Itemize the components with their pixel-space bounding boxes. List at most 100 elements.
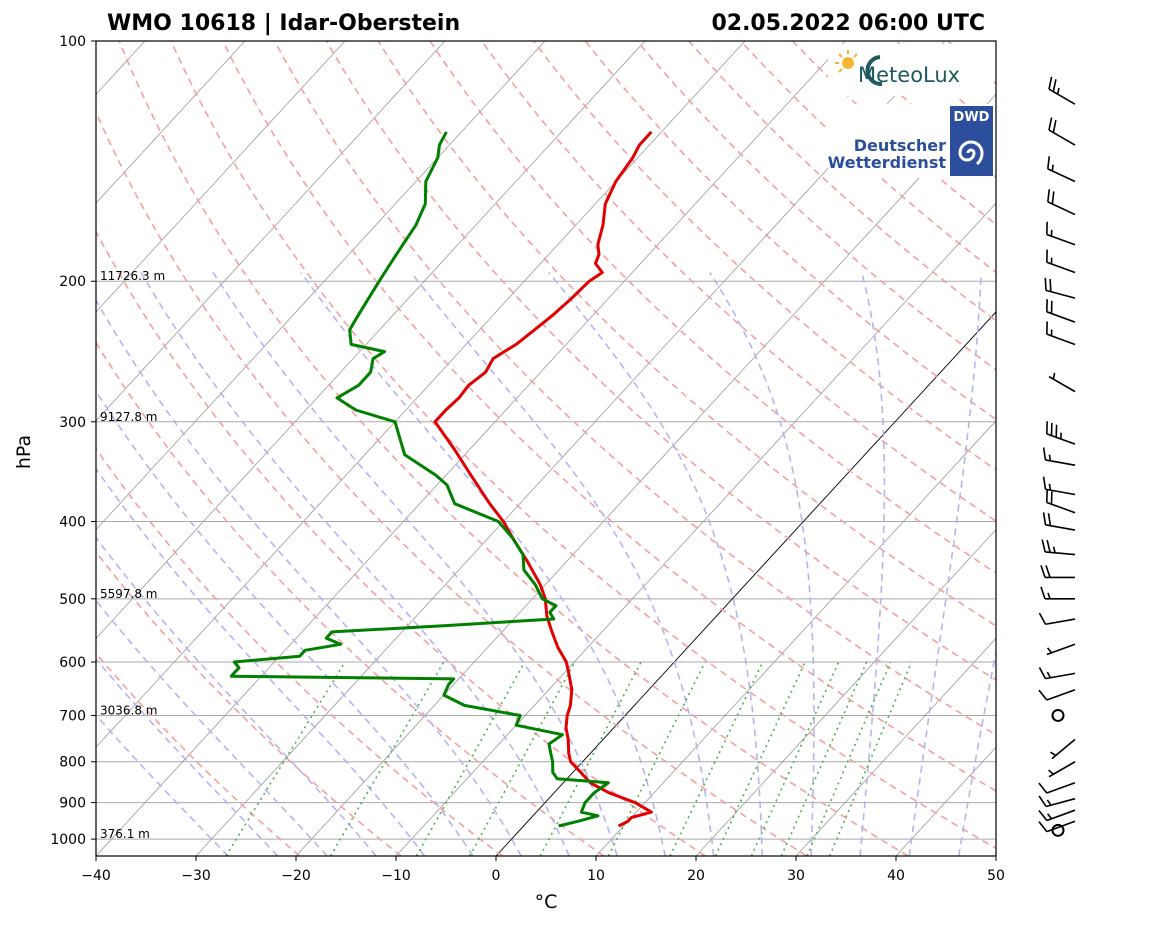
x-tick-label: −20 [281, 868, 311, 884]
wind-barb-feather [1047, 189, 1051, 202]
isotherm-line [195, 41, 946, 856]
dry-adiabat-line [96, 447, 503, 856]
dry-adiabat-line [1000, 41, 1160, 856]
isotherm-line [995, 855, 996, 856]
wind-barb-feather [1040, 565, 1046, 578]
dry-adiabat-line [429, 41, 996, 575]
wind-barb [1038, 667, 1076, 680]
wind-barb-feather [1048, 76, 1053, 90]
moist-adiabat-line [96, 467, 426, 856]
wind-barb-staff [1046, 433, 1076, 445]
dry-adiabat-line [96, 110, 808, 856]
wind-barb-half-feather [1047, 592, 1051, 600]
wind-barb-feather [1040, 586, 1046, 600]
moist-adiabat-line [859, 272, 886, 856]
wind-barb-feather [1051, 191, 1055, 205]
dry-adiabat-line [273, 41, 996, 736]
wind-barb-staff [1045, 488, 1076, 496]
wind-barb-half-feather [1046, 647, 1053, 654]
mixing-ratio-line [828, 661, 913, 856]
y-tick-label: 500 [59, 592, 86, 608]
dry-adiabat-line [170, 41, 996, 850]
wind-barb-feather [1038, 795, 1047, 807]
height-label: 376.1 m [100, 827, 150, 841]
meteolux-logo: MeteoLux [835, 50, 960, 87]
wind-barb-feather [1038, 667, 1047, 679]
wind-barb [1038, 809, 1076, 822]
y-axis: 100 200 300 400 500 600 700 800 900 1000 [50, 34, 96, 848]
sounding-profiles [229, 130, 653, 828]
moist-adiabat-line [958, 648, 996, 856]
wind-barb [1050, 738, 1076, 760]
dry-adiabat-line [96, 550, 402, 856]
moist-adiabat-line [140, 272, 570, 856]
mixing-ratio-line [780, 661, 868, 856]
dry-adiabat-line [377, 41, 996, 627]
wind-barbs [1038, 76, 1076, 837]
dry-adiabat-line [96, 652, 301, 856]
wind-barb [1042, 512, 1076, 531]
moist-adiabat-line [96, 536, 377, 856]
wind-barb [1046, 299, 1076, 323]
mixing-ratio-line [806, 661, 892, 856]
dwd-logo: DWD Deutscher Wetterdienst [828, 106, 993, 176]
wind-barb [1051, 708, 1065, 722]
plot-frame [95, 40, 997, 857]
dwd-spiral-icon [958, 140, 984, 166]
mixing-ratio-line [415, 661, 526, 856]
wind-barb-feather [1038, 612, 1047, 625]
wind-barb-half-feather [1048, 769, 1054, 775]
dwd-wordmark-line2: Wetterdienst [828, 153, 947, 172]
dry-adiabat-line [532, 41, 996, 471]
wind-barb [1044, 277, 1076, 299]
isotherm-line [96, 41, 346, 313]
moist-adiabat-line [96, 657, 279, 856]
wind-barb [1038, 689, 1076, 701]
plot-area-background [96, 41, 1160, 856]
x-tick-label: 50 [987, 868, 1005, 884]
chart-title-station: WMO 10618 | Idar-Oberstein [107, 11, 460, 36]
mixing-ratio-line [225, 661, 346, 856]
wind-barb-feather [1042, 476, 1047, 490]
dry-adiabat-line [222, 41, 996, 792]
wind-barb [1048, 76, 1076, 105]
wind-barb-staff [1045, 459, 1076, 466]
wind-barb-staff [1046, 782, 1076, 794]
y-tick-label: 200 [59, 274, 86, 290]
moist-adiabat-line [96, 298, 522, 856]
y-tick-label: 1000 [50, 832, 86, 848]
moist-adiabat-line [96, 599, 328, 856]
mixing-ratio-line [539, 661, 642, 856]
mixing-ratio-line [468, 661, 576, 856]
meteolux-wordmark: MeteoLux [858, 63, 960, 87]
wind-barb [1038, 820, 1076, 833]
dwd-logo-box-text: DWD [954, 110, 990, 125]
dewpoint-profile-line [229, 131, 610, 828]
wind-barb [1046, 221, 1076, 246]
wind-barb-half-feather [1048, 454, 1052, 461]
moist-adiabat-line [212, 272, 618, 856]
y-tick-label: 900 [59, 796, 86, 812]
wind-barb-half-feather [1052, 372, 1056, 380]
height-label: 3036.8 m [100, 703, 158, 717]
wind-barb-half-feather [1046, 813, 1053, 820]
wind-barb [1046, 321, 1076, 346]
mixing-ratio-line [669, 661, 764, 856]
moist-adiabat-line [548, 271, 763, 856]
y-tick-label: 100 [59, 34, 86, 50]
wind-barb [1042, 476, 1076, 496]
y-tick-label: 800 [59, 755, 86, 771]
wind-barb-feather [1038, 689, 1048, 701]
y-axis-label: hPa [13, 435, 35, 469]
y-tick-label: 600 [59, 655, 86, 671]
wind-barb-feather [1038, 810, 1048, 821]
dry-adiabat-line [325, 41, 996, 681]
moist-adiabat-line [908, 272, 982, 856]
dry-adiabat-line [481, 41, 996, 522]
wind-barb [1040, 586, 1075, 600]
y-tick-label: 300 [59, 415, 86, 431]
temperature-profile-line [433, 130, 653, 828]
wind-barb [1038, 782, 1076, 794]
x-tick-label: −10 [381, 868, 411, 884]
chart-title-datetime: 02.05.2022 06:00 UTC [711, 11, 985, 36]
